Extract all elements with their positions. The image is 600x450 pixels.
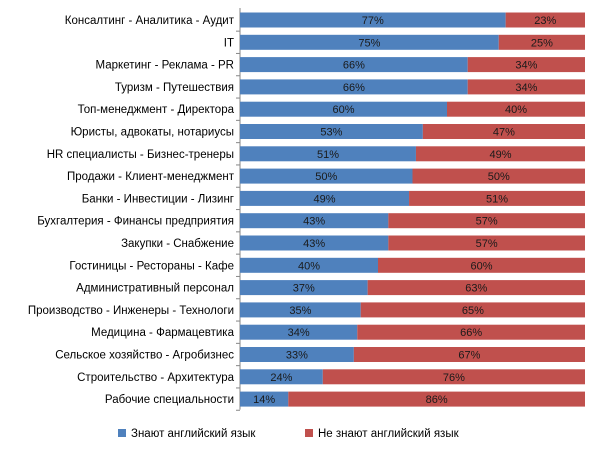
bar-know-english — [240, 347, 354, 362]
legend-label: Знают английский язык — [131, 428, 256, 440]
bar-not-know-english — [288, 391, 585, 407]
bar-not-know-english — [357, 324, 585, 340]
bar-not-know-english — [498, 34, 585, 50]
data-label: 49% — [489, 149, 511, 161]
category-label: Медицина - Фармацевтика — [91, 327, 234, 339]
data-label: 23% — [534, 15, 556, 27]
category-label: Туризм - Путешествия — [115, 82, 234, 94]
data-label: 57% — [476, 238, 498, 250]
bar-not-know-english — [353, 347, 585, 362]
bar-not-know-english — [505, 12, 585, 28]
data-label: 67% — [458, 350, 480, 362]
category-label: Банки - Инвестиции - Лизинг — [82, 193, 234, 205]
data-label: 86% — [426, 394, 448, 406]
data-label: 60% — [470, 260, 492, 272]
data-label: 66% — [460, 327, 482, 339]
data-label: 34% — [515, 60, 537, 72]
bar-not-know-english — [388, 235, 585, 251]
data-label: 66% — [343, 82, 365, 94]
data-label: 43% — [303, 238, 325, 250]
bar-know-english — [240, 12, 506, 28]
data-label: 50% — [488, 171, 510, 183]
category-label: Рабочие специальности — [105, 394, 234, 406]
data-label: 65% — [462, 305, 484, 317]
bar-know-english — [240, 280, 368, 296]
category-label: Производство - Инженеры - Технологи — [28, 305, 234, 317]
category-labels: Консалтинг - Аналитика - Аудит IT Маркетин… — [28, 15, 235, 406]
category-label: HR специалисты - Бизнес-тренеры — [47, 149, 234, 161]
bars-layer: 77% 23% 75% 25% 66% 34% 66% 34% 60% 40% 53% 47% 51% 4… — [236, 8, 585, 411]
bar-know-english — [240, 257, 378, 273]
legend-swatch — [305, 429, 313, 437]
bar-know-english — [240, 369, 323, 385]
category-label: Продажи - Клиент-менеджмент — [67, 171, 235, 183]
data-label: 40% — [505, 104, 527, 116]
category-label: Маркетинг - Реклама - PR — [96, 60, 234, 72]
category-label: Закупки - Снабжение — [121, 238, 234, 250]
bar-know-english — [240, 124, 423, 139]
category-label: IT — [224, 37, 234, 49]
category-label: Юристы, адвокаты, нотариусы — [71, 127, 234, 139]
data-label: 14% — [253, 394, 275, 406]
category-label: Консалтинг - Аналитика - Аудит — [65, 15, 235, 27]
category-label: Гостиницы - Рестораны - Кафе — [69, 260, 234, 272]
data-label: 34% — [288, 327, 310, 339]
bar-not-know-english — [378, 257, 585, 273]
data-label: 37% — [293, 283, 315, 295]
data-label: 57% — [476, 216, 498, 228]
bar-not-know-english — [467, 57, 585, 73]
data-label: 60% — [332, 104, 354, 116]
bar-not-know-english — [409, 190, 585, 206]
data-label: 43% — [303, 216, 325, 228]
bar-not-know-english — [422, 124, 585, 139]
bar-know-english — [240, 101, 447, 117]
data-label: 25% — [531, 37, 553, 49]
bar-know-english — [240, 146, 416, 162]
legend-swatch — [118, 429, 126, 437]
bar-not-know-english — [367, 280, 585, 296]
data-label: 24% — [270, 372, 292, 384]
bar-not-know-english — [467, 79, 585, 95]
bar-know-english — [240, 235, 389, 251]
data-label: 51% — [317, 149, 339, 161]
data-label: 34% — [515, 82, 537, 94]
data-label: 66% — [343, 60, 365, 72]
bar-know-english — [240, 57, 468, 73]
data-label: 51% — [486, 193, 508, 205]
bar-know-english — [240, 302, 361, 318]
bar-know-english — [240, 324, 358, 340]
data-label: 53% — [320, 127, 342, 139]
bar-not-know-english — [388, 213, 585, 229]
category-label: Административный персонал — [76, 283, 234, 295]
data-label: 47% — [493, 127, 515, 139]
bar-not-know-english — [322, 369, 585, 385]
legend-label: Не знают английский язык — [318, 428, 460, 440]
category-label: Сельское хозяйство - Агробизнес — [55, 350, 234, 362]
bar-not-know-english — [415, 146, 585, 162]
data-label: 63% — [465, 283, 487, 295]
category-label: Строительство - Архитектура — [77, 372, 234, 384]
bar-know-english — [240, 190, 410, 206]
bar-not-know-english — [360, 302, 585, 318]
data-label: 40% — [298, 260, 320, 272]
legend: Знают английский язык Не знают английский… — [118, 428, 460, 440]
bar-not-know-english — [447, 101, 585, 117]
bar-not-know-english — [412, 168, 585, 184]
data-label: 77% — [362, 15, 384, 27]
category-label: Бухгалтерия - Финансы предприятия — [37, 216, 234, 228]
bar-know-english — [240, 79, 468, 95]
bar-know-english — [240, 391, 289, 407]
data-label: 75% — [358, 37, 380, 49]
bar-know-english — [240, 34, 499, 50]
data-label: 33% — [286, 350, 308, 362]
data-label: 35% — [289, 305, 311, 317]
data-label: 76% — [443, 372, 465, 384]
category-label: Топ-менеджмент - Директора — [78, 104, 235, 116]
data-label: 49% — [314, 193, 336, 205]
bar-know-english — [240, 213, 389, 229]
bar-know-english — [240, 168, 413, 184]
data-label: 50% — [315, 171, 337, 183]
